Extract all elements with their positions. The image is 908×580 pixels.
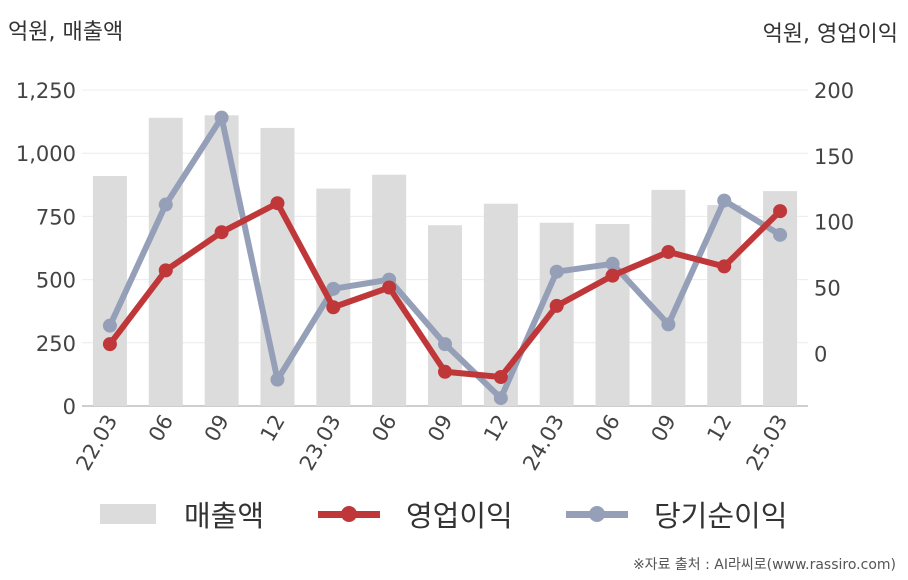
right-tick-label: 150 <box>814 145 854 169</box>
left-tick-label: 750 <box>36 205 76 229</box>
x-tick-label: 09 <box>647 411 681 446</box>
legend-revenue-swatch <box>100 504 156 524</box>
revenue-bar <box>539 222 574 406</box>
right-tick-label: 200 <box>814 79 854 103</box>
right-tick-label: 100 <box>814 211 854 235</box>
legend-item-revenue: 매출액 <box>100 492 264 536</box>
operating-profit-point <box>102 337 117 352</box>
operating-profit-point <box>214 225 229 240</box>
left-tick-label: 250 <box>36 332 76 356</box>
x-tick-label: 09 <box>200 411 234 446</box>
x-tick-label: 06 <box>367 411 401 446</box>
left-tick-label: 1,000 <box>16 142 76 166</box>
net-profit-point <box>214 110 229 125</box>
x-tick-label: 25.03 <box>742 411 793 475</box>
x-tick-label: 23.03 <box>295 411 346 475</box>
source-credit: ※자료 출처 : AI라씨로(www.rassiro.com) <box>632 557 896 573</box>
revenue-bar <box>707 205 742 406</box>
legend-net-profit-label: 당기순이익 <box>654 499 788 533</box>
right-tick-label: 50 <box>814 277 841 301</box>
net-profit-point <box>270 372 285 387</box>
x-tick-label: 24.03 <box>518 411 569 475</box>
operating-profit-point <box>326 300 341 315</box>
legend-item-operating-profit: 영업이익 <box>318 492 513 536</box>
x-tick-label: 06 <box>591 411 625 446</box>
operating-profit-point <box>661 244 676 259</box>
revenue-bar <box>595 223 630 406</box>
revenue-bar <box>204 115 239 406</box>
operating-profit-point <box>270 196 285 211</box>
operating-profit-point <box>605 268 620 283</box>
operating-profit-point <box>158 263 173 278</box>
legend-item-net-profit: 당기순이익 <box>566 492 787 536</box>
revenue-bar <box>316 188 351 406</box>
right-tick-label: 0 <box>814 342 827 366</box>
legend-revenue-label: 매출액 <box>184 499 265 533</box>
operating-profit-point <box>493 370 508 385</box>
x-tick-label: 06 <box>144 411 178 446</box>
legend: 매출액 영업이익 당기순이익 <box>100 492 820 536</box>
left-tick-label: 1,250 <box>16 79 76 103</box>
legend-net-profit-swatch <box>566 503 628 525</box>
net-profit-point <box>102 318 117 333</box>
legend-operating-profit-swatch <box>318 503 380 525</box>
legend-operating-profit-label: 영업이익 <box>406 499 513 533</box>
operating-profit-point <box>382 280 397 295</box>
net-profit-point <box>158 197 173 212</box>
net-profit-point <box>549 264 564 279</box>
operating-profit-point <box>717 259 732 274</box>
right-axis-unit: 억원, 영업이익 <box>762 22 898 47</box>
x-tick-label: 12 <box>256 411 290 446</box>
revenue-bar <box>92 175 127 406</box>
left-tick-label: 0 <box>63 395 76 419</box>
x-axis-ticks: 22.03 06 09 12 23.03 06 09 12 24.03 06 09 12 25.03 <box>71 411 792 475</box>
x-tick-label: 22.03 <box>71 411 122 475</box>
profit-lines <box>102 110 788 406</box>
left-tick-label: 500 <box>36 269 76 293</box>
x-tick-label: 12 <box>702 411 736 446</box>
operating-profit-point <box>773 204 788 219</box>
operating-profit-point <box>549 298 564 313</box>
x-tick-label: 12 <box>479 411 513 446</box>
net-profit-point <box>493 391 508 406</box>
net-profit-point <box>438 337 452 352</box>
revenue-bar <box>428 225 462 406</box>
right-axis-ticks: 0 50 100 150 200 <box>814 79 854 366</box>
net-profit-point <box>717 193 732 208</box>
net-profit-point <box>605 256 620 271</box>
net-profit-point <box>326 281 341 296</box>
x-tick-label: 09 <box>423 411 457 446</box>
operating-profit-point <box>438 364 452 379</box>
net-profit-point <box>773 227 788 242</box>
left-axis-ticks: 0 250 500 750 1,000 1,250 <box>16 79 76 419</box>
net-profit-point <box>661 317 676 332</box>
left-axis-unit: 억원, 매출액 <box>8 20 124 45</box>
